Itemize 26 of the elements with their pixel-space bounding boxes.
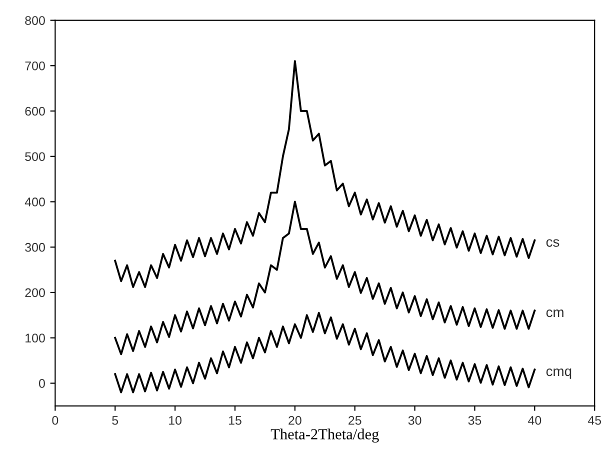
line-series: [114, 60, 536, 288]
y-tick-label: 500: [25, 152, 45, 162]
y-tick-label: 600: [25, 106, 45, 116]
x-tick-label: 10: [169, 416, 182, 425]
x-tick-label: 25: [348, 416, 362, 425]
x-tick-label: 20: [288, 416, 302, 425]
x-tick-label: 40: [528, 416, 542, 425]
x-tick-label: 30: [408, 416, 422, 425]
x-tick-label: 0: [52, 416, 58, 425]
series-label: cm: [546, 310, 564, 318]
line-series: [114, 200, 536, 356]
x-tick-label: 15: [228, 416, 242, 425]
y-tick-label: 100: [26, 334, 45, 343]
line-series: [114, 312, 536, 394]
x-tick-label: 5: [112, 416, 118, 425]
y-tick-label: 800: [25, 16, 45, 25]
y-tick-label: 200: [25, 288, 45, 298]
y-tick-label: 400: [24, 198, 45, 206]
y-tick-label: 700: [25, 61, 45, 70]
series-label: cs: [546, 239, 560, 247]
x-axis-title: Theta-2Theta/deg: [270, 428, 379, 443]
y-tick-label: 300: [25, 242, 45, 252]
x-tick-label: 35: [468, 416, 482, 425]
series-label: cmq: [546, 368, 572, 379]
x-tick-label: 45: [588, 416, 602, 425]
y-tick-label: 0: [38, 379, 45, 388]
